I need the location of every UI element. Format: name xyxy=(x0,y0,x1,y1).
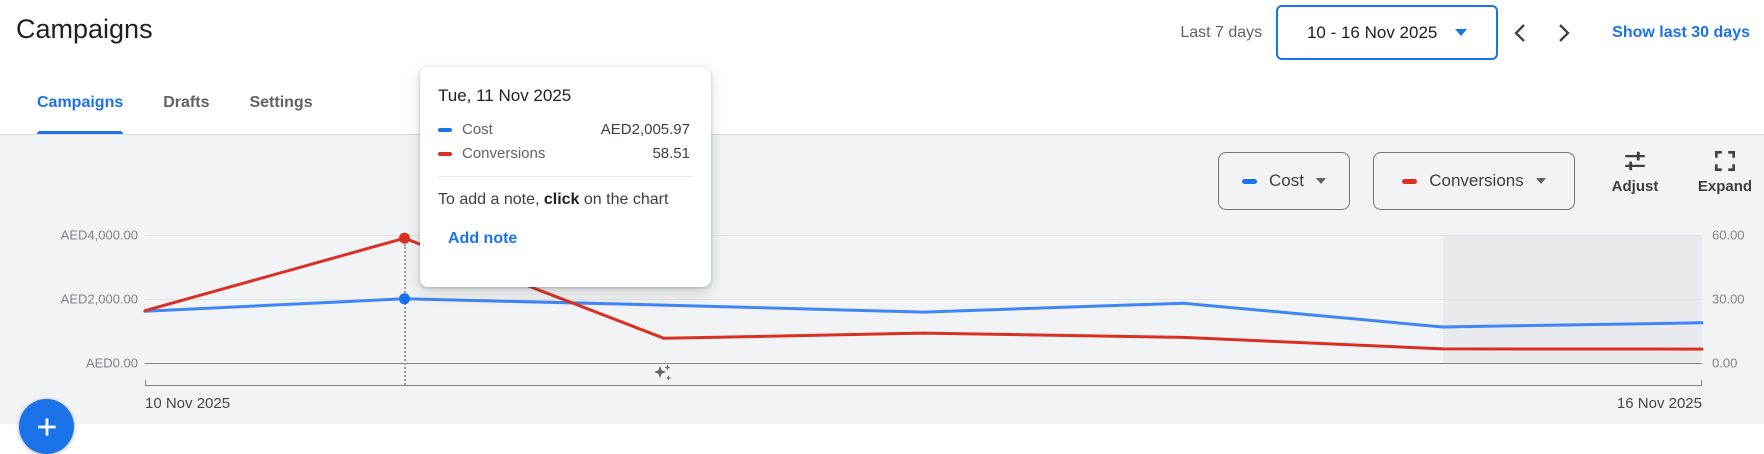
tab-drafts-label: Drafts xyxy=(163,94,210,111)
adjust-button[interactable]: Adjust xyxy=(1599,148,1671,195)
conversions-series-dash-icon xyxy=(438,151,452,156)
y-axis-left-tick-0: AED4,000.00 xyxy=(60,227,138,243)
x-axis-label-start: 10 Nov 2025 xyxy=(145,395,231,412)
tooltip-cost-value: AED2,005.97 xyxy=(600,121,690,138)
x-axis-label-end: 16 Nov 2025 xyxy=(1616,395,1702,412)
y-axis-left-tick-2: AED0.00 xyxy=(85,355,138,371)
metric-picker-conversions[interactable]: Conversions xyxy=(1373,152,1575,210)
y-axis-right-tick-1: 30.00 xyxy=(1712,291,1745,307)
gridline-mid xyxy=(145,299,1702,300)
conversions-color-chip xyxy=(1402,178,1418,184)
hover-guide-line xyxy=(403,244,406,385)
expand-button[interactable]: Expand xyxy=(1689,148,1761,195)
y-axis-right-tick-0: 60.00 xyxy=(1712,227,1745,243)
tooltip-cost-label: Cost xyxy=(462,121,493,138)
tab-campaigns-label: Campaigns xyxy=(37,94,124,111)
x-axis-line xyxy=(145,380,1702,386)
chevron-down-icon xyxy=(1535,178,1546,184)
y-axis-left-tick-1: AED2,000.00 xyxy=(60,291,138,307)
page-title: Campaigns xyxy=(16,14,153,44)
chart-tooltip: Tue, 11 Nov 2025 Cost AED2,005.97 Conver… xyxy=(420,67,711,287)
adjust-label: Adjust xyxy=(1611,178,1659,195)
y-axis-right-tick-2: 0.00 xyxy=(1712,355,1738,371)
plus-icon xyxy=(37,417,56,436)
tab-bar: Campaigns Drafts Settings xyxy=(37,88,313,134)
x-axis-start-tick xyxy=(145,380,146,386)
cost-color-chip xyxy=(1242,178,1258,184)
tabs-divider xyxy=(0,134,1764,135)
cost-metric-label: Cost xyxy=(1269,171,1304,190)
active-tab-underline xyxy=(37,131,124,134)
tooltip-date-title: Tue, 11 Nov 2025 xyxy=(438,86,572,105)
expand-label: Expand xyxy=(1697,178,1753,195)
dropdown-caret-icon xyxy=(1455,29,1468,36)
add-campaign-fab[interactable] xyxy=(19,399,74,454)
tooltip-row-cost: Cost AED2,005.97 xyxy=(438,121,690,138)
metric-picker-cost[interactable]: Cost xyxy=(1218,152,1350,210)
tab-settings[interactable]: Settings xyxy=(249,88,312,134)
chevron-right-icon xyxy=(1559,23,1570,42)
add-note-hint: To add a note, click on the chart xyxy=(438,191,669,208)
date-range-value: 10 - 16 Nov 2025 xyxy=(1306,22,1438,42)
date-preset-label: Last 7 days xyxy=(1180,23,1263,41)
tab-campaigns[interactable]: Campaigns xyxy=(37,88,124,134)
show-last-30-days-link[interactable]: Show last 30 days xyxy=(1612,23,1750,41)
tooltip-divider xyxy=(438,176,693,177)
gridline-top xyxy=(145,235,1702,236)
sparkle-icon[interactable] xyxy=(651,364,675,382)
cost-series-dash-icon xyxy=(438,127,452,132)
tab-settings-label: Settings xyxy=(249,94,313,111)
chevron-down-icon xyxy=(1315,178,1326,184)
x-axis-end-tick xyxy=(1701,380,1702,386)
gridline-zero xyxy=(145,363,1702,364)
prev-date-range-button[interactable] xyxy=(1498,11,1542,55)
tab-drafts[interactable]: Drafts xyxy=(163,88,209,134)
expand-icon xyxy=(1715,151,1735,171)
add-note-link[interactable]: Add note xyxy=(448,230,518,247)
tune-icon xyxy=(1625,151,1645,171)
tooltip-row-conversions: Conversions 58.51 xyxy=(438,145,690,162)
date-controls: Last 7 days 10 - 16 Nov 2025 Show last 3… xyxy=(1180,3,1750,62)
date-range-selector[interactable]: 10 - 16 Nov 2025 xyxy=(1276,5,1499,60)
conversions-metric-label: Conversions xyxy=(1429,171,1524,190)
chevron-left-icon xyxy=(1514,23,1525,42)
tooltip-conversions-value: 58.51 xyxy=(652,145,690,162)
next-date-range-button[interactable] xyxy=(1542,11,1586,55)
tooltip-conversions-label: Conversions xyxy=(462,145,546,162)
